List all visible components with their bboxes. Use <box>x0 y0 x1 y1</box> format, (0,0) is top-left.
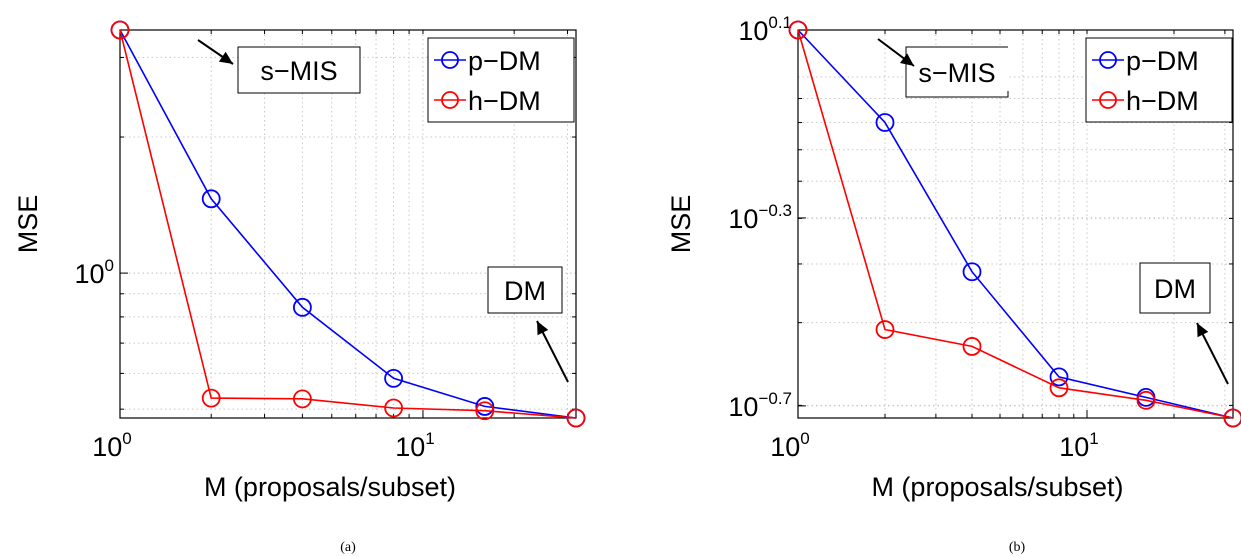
panel-b-xlabel: M (proposals/subset) <box>871 472 1123 502</box>
panel-a-series-line <box>119 29 577 419</box>
panel-b-ytick-label: 100.1 <box>738 13 792 46</box>
panel-b-series-line <box>797 29 1234 419</box>
panel-a-annotation-smis-box <box>237 46 361 94</box>
panel-b-data-point <box>962 337 982 356</box>
panel-a-annotation-dm-box <box>487 266 563 314</box>
panel-b-series-p-dm <box>788 20 1241 428</box>
panel-b-annotation-smis-box <box>905 46 1009 98</box>
panel-b-legend-marker <box>1099 91 1117 109</box>
panel-b-annotation-dm-arrow-head <box>1197 323 1209 338</box>
panel-a: 100 101 100 M (proposals/subset) MSE p−DM h−DM… <box>13 20 586 555</box>
panel-a-xlabel: M (proposals/subset) <box>204 472 456 502</box>
panel-a-grid <box>120 30 576 418</box>
panel-a-axes-frame <box>119 29 577 419</box>
panel-a-legend-marker <box>441 91 459 109</box>
panel-b-xtick-label: 101 <box>1059 429 1099 462</box>
panel-a-data-point <box>110 20 130 40</box>
panel-a-data-point <box>292 389 312 409</box>
panel-b-data-point <box>1223 408 1241 428</box>
panel-a-data-point <box>292 297 312 317</box>
panel-a-annotation-smis-arrow-head <box>218 51 233 64</box>
panel-b-legend-marker <box>1099 51 1117 69</box>
panel-a-series-line <box>119 29 577 419</box>
panel-b-data-point <box>962 262 982 282</box>
panel-b-annotation-smis: s−MIS <box>905 46 1009 98</box>
panel-a-annotation-smis: s−MIS <box>237 46 361 94</box>
panel-a-xtick-label: 101 <box>395 429 435 462</box>
panel-b-data-point <box>875 320 895 339</box>
panel-a-legend-label: h−DM <box>468 86 541 116</box>
panel-b: 100 101 100.1 10−0.3 10−0.7 M (proposals/subs… <box>666 13 1241 555</box>
panel-a-data-point <box>201 189 221 209</box>
panel-b-data-point <box>788 20 808 40</box>
panel-a-annotation-dm-arrow-head <box>537 321 549 336</box>
panel-a-data-point <box>384 398 404 418</box>
panel-a-data-point <box>201 388 221 408</box>
panel-a-legend-label: p−DM <box>468 46 541 76</box>
panel-b-annotation-dm: DM <box>1139 262 1211 314</box>
panel-a-ylabel: MSE <box>13 195 43 254</box>
panel-a-annotation-dm: DM <box>487 266 563 314</box>
panel-b-caption: (b) <box>1009 540 1026 555</box>
panel-a-data-point <box>475 397 495 416</box>
panel-b-axes-frame <box>797 29 1234 419</box>
panel-a-data-point <box>384 368 404 388</box>
panel-b-data-point <box>1049 367 1069 387</box>
panel-b-annotation-dm-box <box>1139 262 1211 314</box>
panel-b-ytick-label: 10−0.7 <box>728 389 792 422</box>
panel-a-data-point <box>475 401 495 421</box>
panel-b-data-point <box>875 113 895 132</box>
panel-b-annotation-smis-arrow-head <box>900 53 914 66</box>
panel-a-annotation-dm-label: DM <box>504 276 546 306</box>
panel-a-ytick-label: 100 <box>74 256 114 289</box>
panel-a-series-h-dm <box>110 20 586 428</box>
panel-a-xtick-label: 100 <box>92 429 132 462</box>
panel-b-data-point <box>1049 378 1069 398</box>
panel-b-series-line <box>797 29 1234 419</box>
panel-b-ytick-label: 10−0.3 <box>728 201 792 234</box>
panel-a-legend: p−DM h−DM <box>427 37 575 123</box>
panel-a-data-point <box>566 408 586 428</box>
panel-b-grid <box>798 30 1233 418</box>
panel-b-data-point <box>1136 390 1156 410</box>
panel-a-legend-marker <box>441 51 459 69</box>
panel-a-caption: (a) <box>340 540 356 555</box>
panel-b-series-h-dm <box>788 20 1241 428</box>
panel-b-annotation-dm-label: DM <box>1154 274 1196 304</box>
panel-a-annotation-smis-label: s−MIS <box>260 56 337 86</box>
panel-b-legend-label: p−DM <box>1126 46 1199 76</box>
panel-b-legend-label: h−DM <box>1126 86 1199 116</box>
panel-b-annotation-smis-label: s−MIS <box>918 58 995 88</box>
panel-b-xtick-label: 100 <box>770 429 810 462</box>
panel-b-ylabel: MSE <box>666 195 696 254</box>
panel-b-legend: p−DM h−DM <box>1085 37 1233 123</box>
